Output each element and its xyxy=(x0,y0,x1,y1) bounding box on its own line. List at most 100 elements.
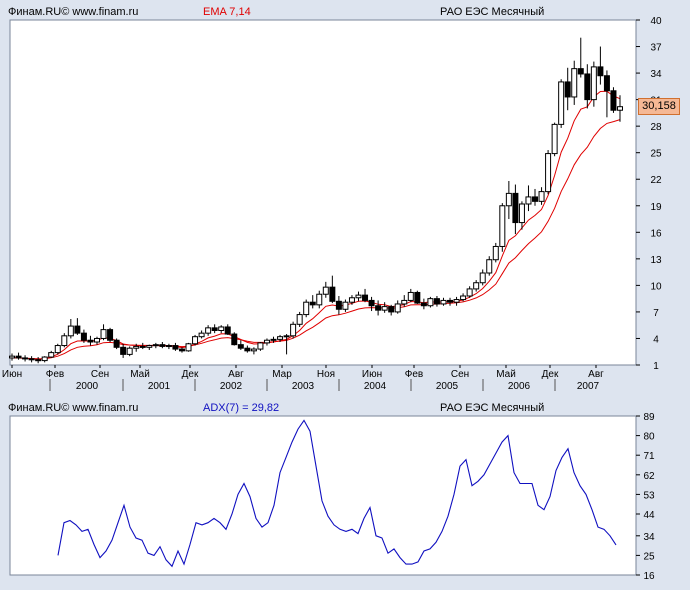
candle-body xyxy=(571,68,578,98)
candle-body xyxy=(538,191,545,202)
candle-body xyxy=(28,358,35,361)
candle-body xyxy=(198,332,205,338)
candle-body xyxy=(296,314,303,325)
candle-body xyxy=(185,343,192,352)
candle-body xyxy=(329,286,336,302)
candle-body xyxy=(80,332,87,341)
y-tick-label: 40 xyxy=(650,16,662,27)
candle-body xyxy=(603,75,610,92)
instrument-title-2: РАО ЕЭС Месячный xyxy=(440,402,545,414)
candle-body xyxy=(525,196,532,205)
adx-y-tick-label: 89 xyxy=(643,412,655,423)
adx-y-tick-label: 25 xyxy=(643,551,655,562)
candle-body xyxy=(597,66,604,77)
x-month-label: Июн xyxy=(362,369,382,380)
adx-y-tick-label: 71 xyxy=(643,451,655,462)
x-month-label: Авг xyxy=(588,369,604,380)
candle-body xyxy=(610,90,617,111)
adx-plot-area xyxy=(9,415,637,576)
candle-body xyxy=(394,303,401,313)
candle-body xyxy=(414,291,421,304)
candle-body xyxy=(290,323,297,337)
x-month-label: Ноя xyxy=(317,369,335,380)
x-month-label: Сен xyxy=(451,369,469,380)
brand-label: Финам.RU© www.finam.ru xyxy=(8,6,139,18)
candle-body xyxy=(87,339,94,343)
candle-body xyxy=(617,106,623,111)
x-month-label: Фев xyxy=(46,369,64,380)
candle-body xyxy=(322,286,329,295)
candle-body xyxy=(427,298,434,307)
candle-body xyxy=(283,335,290,338)
candle-body xyxy=(22,357,29,360)
adx-line xyxy=(57,419,617,568)
x-month-label: Фев xyxy=(405,369,423,380)
candle-body xyxy=(257,342,264,350)
candle-body xyxy=(348,297,355,303)
candle-body xyxy=(355,294,362,299)
candle-body xyxy=(551,123,558,155)
y-tick-label: 10 xyxy=(650,281,662,292)
candle-body xyxy=(277,336,284,340)
brand-label-2: Финам.RU© www.finam.ru xyxy=(8,402,139,414)
candle-body xyxy=(335,300,342,310)
candle-body xyxy=(172,345,179,350)
current-price-label: 30,158 xyxy=(638,98,680,115)
site-label: www.finam.ru xyxy=(72,6,139,18)
candle-body xyxy=(316,293,323,306)
candle-body xyxy=(178,348,185,352)
ema-indicator-label: EMA 7,14 xyxy=(203,6,251,18)
candle-body xyxy=(218,326,225,332)
candle-body xyxy=(433,298,440,305)
x-year-label: 2001 xyxy=(148,381,171,392)
candle-body xyxy=(113,339,120,348)
x-year-label: 2002 xyxy=(220,381,243,392)
x-month-label: Дек xyxy=(182,369,199,380)
candle-body xyxy=(263,339,270,344)
candle-body xyxy=(518,203,525,224)
x-month-label: Мар xyxy=(272,369,292,380)
candle-body xyxy=(492,245,499,261)
x-year-label: 2006 xyxy=(508,381,531,392)
candle-body xyxy=(558,81,565,125)
candle-body xyxy=(192,336,199,345)
x-month-label: Дек xyxy=(542,369,559,380)
site-label-2: www.finam.ru xyxy=(72,402,139,414)
y-tick-label: 25 xyxy=(650,149,662,160)
candle-body xyxy=(146,345,153,348)
candle-body xyxy=(473,282,480,290)
x-year-label: 2004 xyxy=(364,381,387,392)
x-month-label: Май xyxy=(130,369,150,380)
candle-body xyxy=(139,345,146,348)
candle-body xyxy=(35,359,42,362)
adx-y-tick-label: 16 xyxy=(643,571,655,582)
candle-body xyxy=(564,81,571,98)
candle-body xyxy=(584,73,591,101)
candle-body xyxy=(453,299,460,303)
x-month-label: Май xyxy=(496,369,516,380)
candle-body xyxy=(152,344,159,347)
candle-body xyxy=(479,272,486,284)
adx-y-tick-label: 53 xyxy=(643,490,655,501)
y-tick-label: 28 xyxy=(650,122,662,133)
x-year-label: 2007 xyxy=(577,381,600,392)
candle-body xyxy=(270,338,277,341)
candle-body xyxy=(41,356,48,362)
y-tick-label: 22 xyxy=(650,175,662,186)
candle-body xyxy=(61,335,68,347)
candle-body xyxy=(250,348,257,352)
candle-body xyxy=(165,345,172,348)
candle-body xyxy=(447,299,454,303)
ema-fast-line xyxy=(12,90,621,360)
adx-indicator-label: ADX(7) = 29,82 xyxy=(203,402,280,414)
candle-body xyxy=(388,306,395,313)
candle-body xyxy=(420,302,427,307)
candle-body xyxy=(231,333,238,346)
x-year-label: 2005 xyxy=(436,381,459,392)
x-month-label: Авг xyxy=(228,369,244,380)
y-tick-label: 4 xyxy=(653,334,659,345)
candle-body xyxy=(48,352,55,358)
candle-body xyxy=(342,301,349,310)
adx-y-tick-label: 44 xyxy=(643,510,655,521)
x-year-label: 2000 xyxy=(76,381,99,392)
